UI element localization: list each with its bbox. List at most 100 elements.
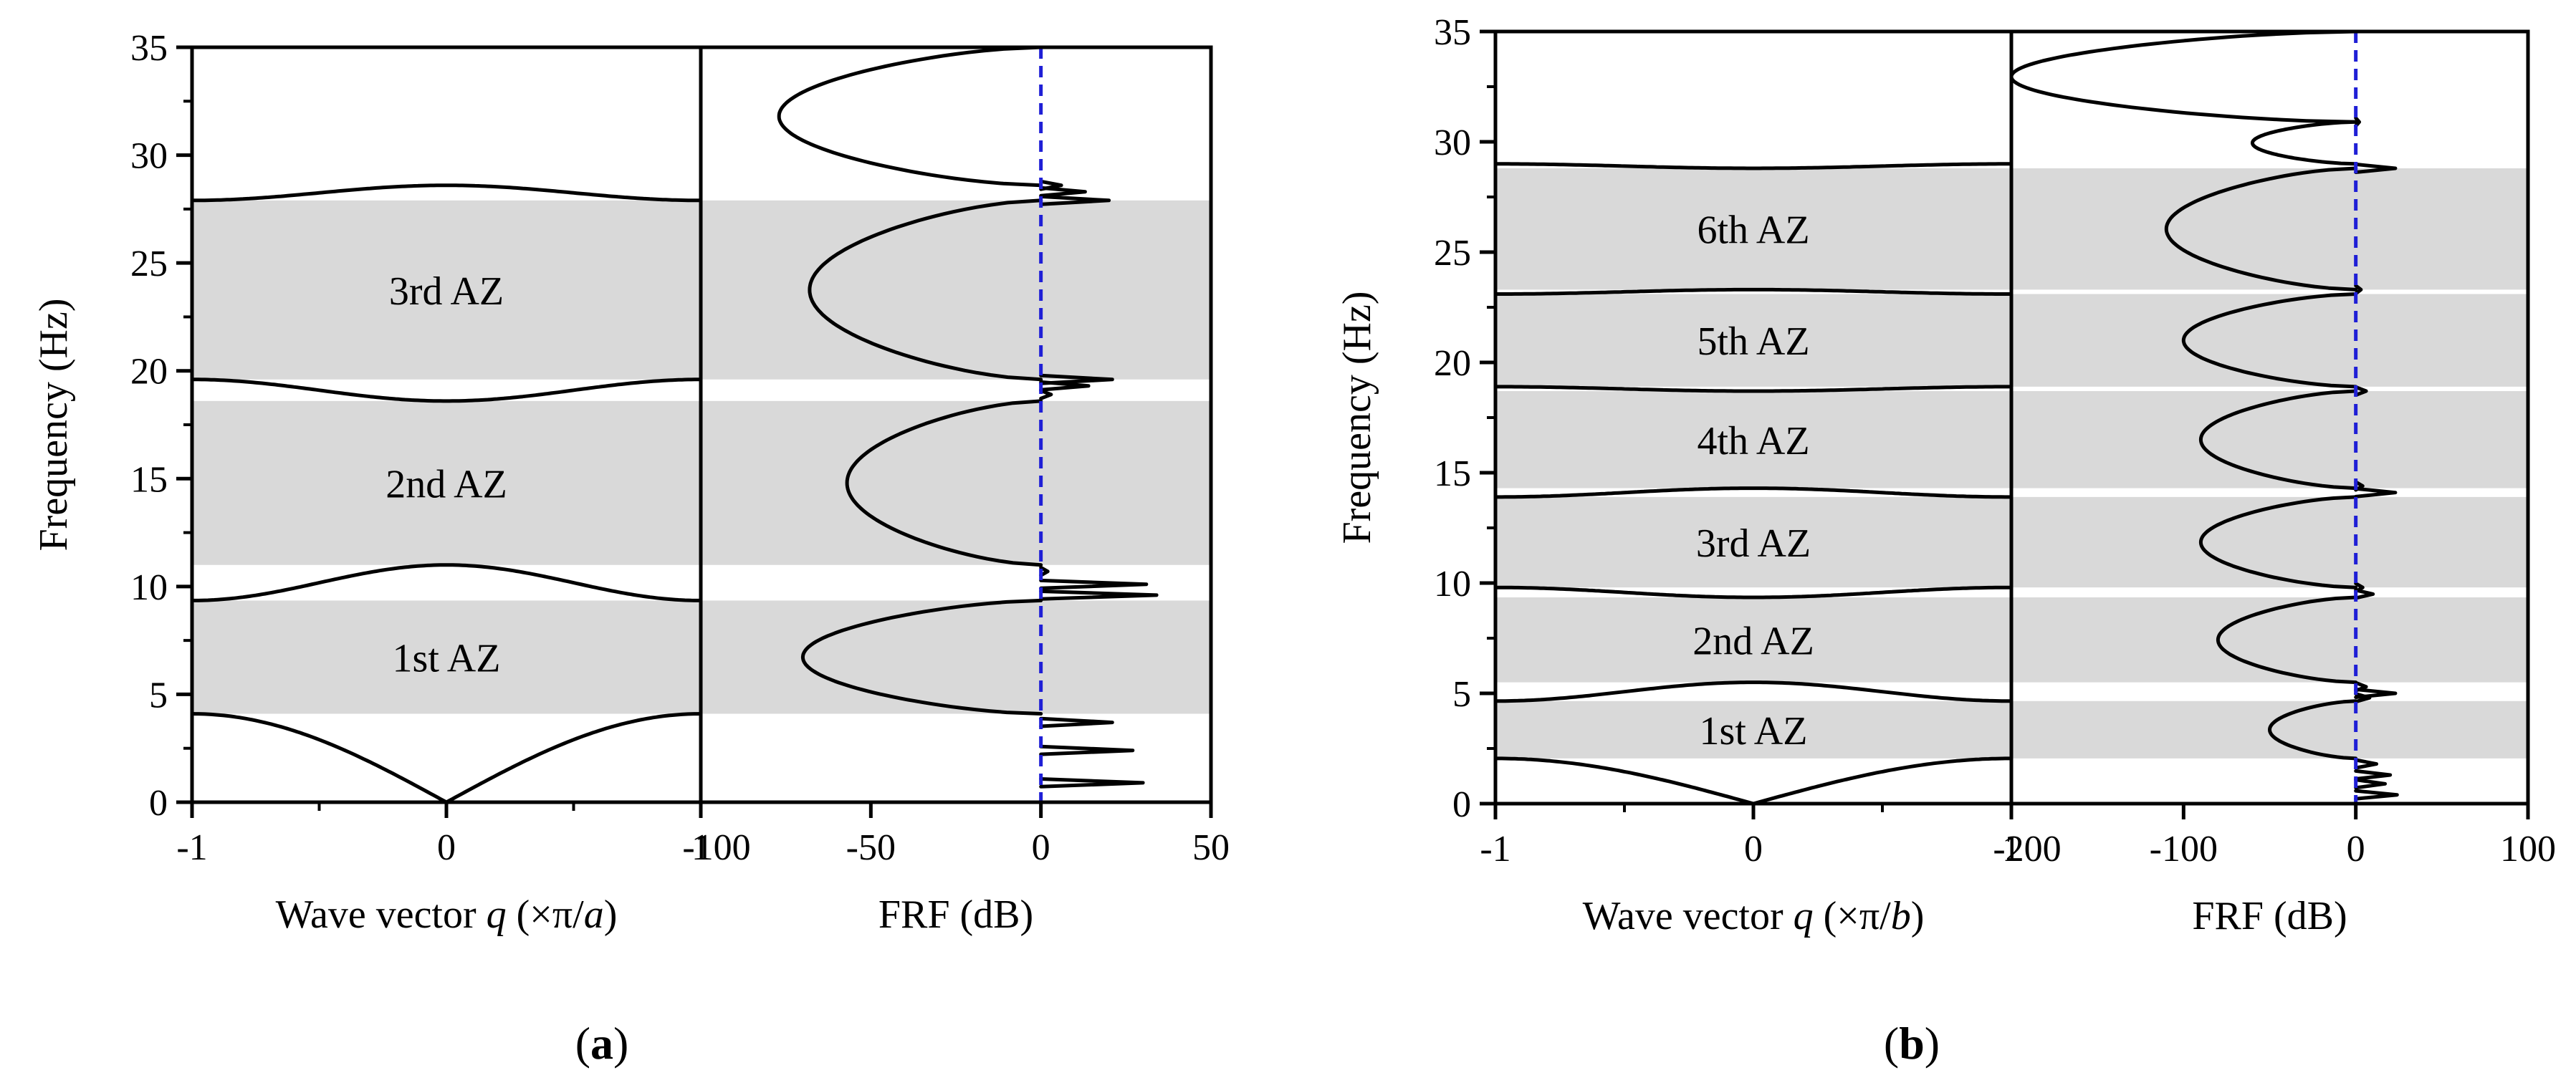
y-axis-label: Frequency (Hz) bbox=[32, 299, 76, 552]
frf-resonance-peak bbox=[2354, 162, 2398, 174]
x-axis-label-part: (×π/ bbox=[1814, 894, 1892, 938]
x-tick-label: 0 bbox=[1744, 829, 1763, 870]
x-axis-label-part: q bbox=[1794, 894, 1814, 938]
dispersion-branch bbox=[1493, 287, 2014, 296]
frf-axes-frame bbox=[699, 45, 1213, 804]
frf-resonance-peak bbox=[2354, 789, 2399, 801]
y-tick-label: 35 bbox=[1434, 12, 1471, 53]
frf-resonance-peak bbox=[2354, 588, 2375, 600]
frf-resonance-peak bbox=[1039, 565, 1050, 577]
frf-attenuation-dip bbox=[2181, 292, 2358, 389]
frf-resonance-peak bbox=[2354, 688, 2398, 699]
x-tick-label: -1 bbox=[176, 827, 207, 868]
frf-resonance-peak bbox=[2354, 758, 2378, 770]
y-tick-label: 30 bbox=[1434, 122, 1471, 163]
frf-attenuation-dip bbox=[2216, 595, 2358, 685]
x-axis-label-part: a bbox=[584, 892, 604, 937]
x-tick-label: -200 bbox=[1993, 829, 2061, 870]
frf-attenuation-dip bbox=[2268, 699, 2358, 761]
y-tick-label: 20 bbox=[1434, 343, 1471, 384]
y-tick-label: 15 bbox=[1434, 453, 1471, 494]
dispersion-branch bbox=[190, 712, 703, 804]
y-tick-label: 5 bbox=[1452, 674, 1471, 715]
x-tick-label: 0 bbox=[2347, 829, 2365, 870]
frf-attenuation-dip bbox=[800, 598, 1043, 716]
x-tick-label: -50 bbox=[846, 827, 896, 868]
frf-resonance-peak bbox=[2354, 116, 2361, 128]
y-tick-label: 0 bbox=[149, 783, 168, 824]
x-tick-label: -1 bbox=[1480, 829, 1510, 870]
x-tick-label: 0 bbox=[437, 827, 456, 868]
y-tick-label: 15 bbox=[130, 459, 168, 500]
x-axis-label-part: b bbox=[1891, 894, 1911, 938]
dispersion-branch bbox=[1493, 486, 2014, 499]
frf-resonance-peak bbox=[2354, 680, 2368, 693]
frf-resonance-peak bbox=[1039, 179, 1063, 191]
frf-attenuation-dip bbox=[777, 45, 1043, 188]
frf-resonance-peak bbox=[1039, 186, 1087, 198]
y-tick-label: 10 bbox=[1434, 564, 1471, 605]
y-tick-label: 20 bbox=[130, 352, 168, 393]
y-tick-label: 10 bbox=[130, 567, 168, 608]
frf-resonance-peak bbox=[1039, 777, 1145, 789]
frf-attenuation-dip bbox=[2009, 29, 2358, 124]
y-tick-label: 5 bbox=[149, 675, 168, 716]
panel-label-letter: b bbox=[1899, 1018, 1925, 1069]
x-axis-label-frf: FRF (dB) bbox=[878, 892, 1033, 937]
frf-resonance-peak bbox=[1039, 589, 1159, 601]
attenuation-zone-label: 2nd AZ bbox=[1692, 619, 1814, 663]
dispersion-branch bbox=[1493, 756, 2014, 806]
attenuation-zone-label: 1st AZ bbox=[393, 636, 501, 680]
dispersion-branch bbox=[190, 377, 703, 403]
y-tick-label: 25 bbox=[130, 244, 168, 284]
frf-resonance-peak bbox=[2354, 385, 2368, 398]
frf-attenuation-dip bbox=[808, 198, 1043, 382]
frf-resonance-peak bbox=[2354, 480, 2365, 492]
panel-label-open: ( bbox=[1884, 1018, 1899, 1069]
dispersion-branch bbox=[190, 183, 703, 203]
frf-resonance-peak bbox=[2354, 486, 2398, 499]
x-tick-label: -100 bbox=[682, 827, 750, 868]
frf-resonance-peak bbox=[1039, 716, 1114, 728]
x-tick-label: -100 bbox=[2150, 829, 2218, 870]
x-tick-label: 50 bbox=[1192, 827, 1230, 868]
x-tick-label: 0 bbox=[1032, 827, 1050, 868]
attenuation-zone-label: 3rd AZ bbox=[389, 269, 504, 314]
y-axis-label: Frequency (Hz) bbox=[1335, 292, 1379, 544]
panel-label-open: ( bbox=[575, 1018, 590, 1069]
x-axis-label-part: ) bbox=[604, 892, 618, 937]
attenuation-zone-label: 1st AZ bbox=[1700, 709, 1808, 754]
panel-label-letter: a bbox=[590, 1018, 613, 1069]
frf-resonance-peak bbox=[2354, 582, 2365, 594]
frf-attenuation-dip bbox=[2164, 166, 2358, 292]
attenuation-zone-label: 4th AZ bbox=[1697, 419, 1809, 463]
y-tick-label: 25 bbox=[1434, 233, 1471, 274]
frf-resonance-peak bbox=[1039, 373, 1114, 385]
frf-resonance-peak bbox=[2354, 778, 2387, 790]
x-tick-label: 100 bbox=[2500, 829, 2556, 870]
x-axis-label-wave-vector: Wave vector q (×π/b) bbox=[1583, 894, 1925, 938]
x-axis-label-part: Wave vector bbox=[276, 892, 487, 937]
frf-resonance-peak bbox=[1039, 388, 1053, 400]
x-axis-label-part: (×π/ bbox=[507, 892, 585, 937]
x-tick-label: 1 bbox=[691, 827, 710, 868]
frf-resonance-peak bbox=[1039, 578, 1149, 590]
frf-attenuation-dip bbox=[2251, 120, 2358, 166]
panel-label: (a) bbox=[575, 1018, 629, 1069]
attenuation-zone-label: 5th AZ bbox=[1697, 319, 1809, 364]
dispersion-branch bbox=[1493, 162, 2014, 170]
attenuation-zone-label: 6th AZ bbox=[1697, 208, 1809, 253]
frf-attenuation-dip bbox=[2198, 495, 2358, 589]
x-axis-label-part: q bbox=[487, 892, 507, 937]
dispersion-branch bbox=[1493, 385, 2014, 393]
panel-label-close: ) bbox=[613, 1018, 628, 1069]
panel-label: (b) bbox=[1884, 1018, 1940, 1069]
attenuation-zone-label: 2nd AZ bbox=[386, 462, 507, 506]
y-tick-label: 30 bbox=[130, 136, 168, 177]
frf-resonance-peak bbox=[1039, 194, 1111, 206]
x-tick-label: 1 bbox=[2002, 829, 2021, 870]
frf-resonance-peak bbox=[2354, 769, 2393, 781]
